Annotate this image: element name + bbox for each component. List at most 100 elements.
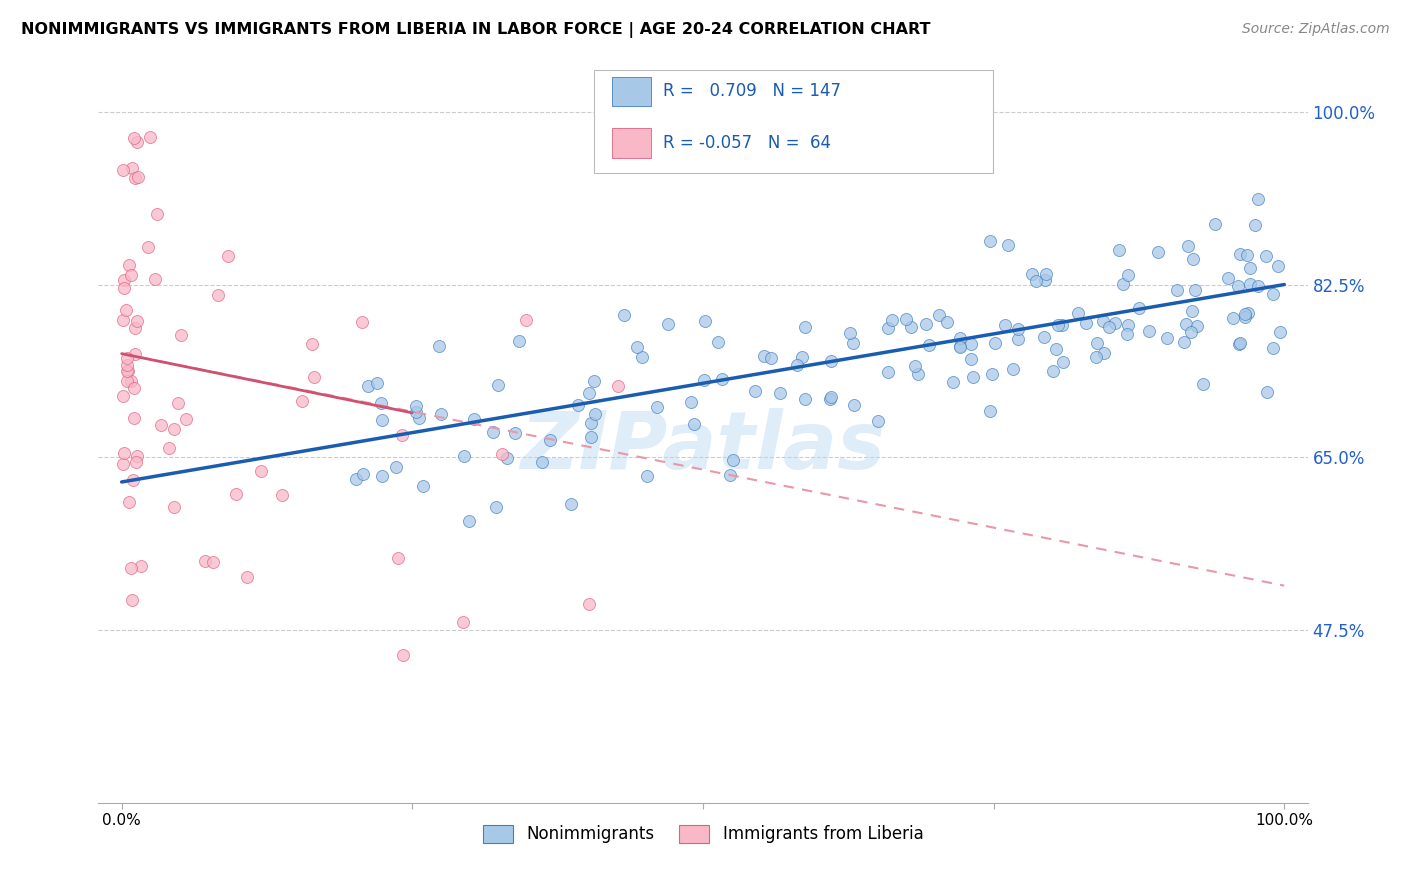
Point xyxy=(1092,346,1115,360)
Point xyxy=(645,400,668,414)
Point xyxy=(820,390,842,404)
Point xyxy=(949,340,972,354)
Point xyxy=(818,392,841,407)
Point xyxy=(291,394,314,409)
Point xyxy=(505,426,527,441)
Point xyxy=(344,472,367,486)
Point xyxy=(838,326,860,340)
Point xyxy=(949,339,972,353)
Point xyxy=(385,460,408,475)
Point xyxy=(412,479,434,493)
Point xyxy=(120,561,142,575)
Point xyxy=(538,433,561,447)
Point xyxy=(1233,307,1256,321)
Point xyxy=(942,376,965,390)
Point xyxy=(122,473,145,487)
Point xyxy=(143,272,166,286)
Point xyxy=(350,316,373,330)
Point xyxy=(918,338,941,352)
Point xyxy=(759,351,782,365)
Point xyxy=(710,371,733,385)
Point xyxy=(112,457,135,471)
Point xyxy=(1085,350,1108,364)
Point xyxy=(118,258,141,272)
Point xyxy=(508,334,530,348)
Point xyxy=(163,422,186,436)
Point xyxy=(1222,310,1244,325)
Point xyxy=(453,449,475,463)
Point xyxy=(1116,318,1139,332)
Point xyxy=(1007,332,1029,346)
Point xyxy=(124,346,146,360)
Point xyxy=(681,395,703,409)
Point xyxy=(1098,320,1121,334)
Point xyxy=(112,281,135,295)
Point xyxy=(1045,342,1067,356)
Point xyxy=(1174,317,1197,331)
Point xyxy=(948,331,970,345)
Point xyxy=(125,135,148,149)
Point xyxy=(1035,267,1057,281)
Point xyxy=(387,551,409,566)
Point xyxy=(127,449,149,463)
Point xyxy=(682,417,704,432)
Point xyxy=(631,350,654,364)
Point xyxy=(120,374,142,388)
Point xyxy=(581,416,603,430)
Point xyxy=(491,447,513,461)
Point xyxy=(485,500,508,514)
Point xyxy=(1237,306,1260,320)
Point xyxy=(979,403,1001,417)
Point xyxy=(1181,252,1204,266)
Point xyxy=(583,407,606,421)
Point xyxy=(1137,324,1160,338)
Point xyxy=(606,378,628,392)
Point xyxy=(626,340,648,354)
Point xyxy=(1104,316,1126,330)
Point xyxy=(408,411,430,425)
Point xyxy=(1239,260,1261,275)
Point xyxy=(111,313,134,327)
Point xyxy=(928,308,950,322)
Point xyxy=(166,396,188,410)
Point xyxy=(302,369,325,384)
Point xyxy=(1239,277,1261,292)
Point xyxy=(122,131,145,145)
Point xyxy=(201,555,224,569)
Text: R =   0.709   N = 147: R = 0.709 N = 147 xyxy=(664,82,841,100)
FancyBboxPatch shape xyxy=(595,70,993,173)
Point xyxy=(583,374,606,388)
Point xyxy=(481,425,503,440)
Point xyxy=(1112,277,1135,292)
Point xyxy=(1236,248,1258,262)
Point xyxy=(1184,283,1206,297)
Point xyxy=(463,412,485,426)
Point xyxy=(1180,326,1202,340)
Point xyxy=(1032,330,1054,344)
Point xyxy=(124,321,146,335)
Point xyxy=(1261,341,1284,355)
Point xyxy=(1046,318,1069,332)
Point xyxy=(744,384,766,398)
Point xyxy=(1156,330,1178,344)
Point xyxy=(121,592,143,607)
Point xyxy=(904,359,927,373)
Point xyxy=(112,162,135,177)
Point xyxy=(115,358,138,372)
Point xyxy=(146,207,169,221)
Point xyxy=(718,468,741,483)
Point xyxy=(486,377,509,392)
Point xyxy=(1173,334,1195,349)
Point xyxy=(876,365,898,379)
Point xyxy=(194,554,217,568)
Point xyxy=(121,161,143,175)
Point xyxy=(1067,306,1090,320)
Point xyxy=(707,334,730,349)
Point xyxy=(124,381,146,395)
Point xyxy=(752,349,775,363)
Point xyxy=(1092,313,1115,327)
Point xyxy=(1229,336,1251,351)
Point xyxy=(1227,337,1250,351)
Point xyxy=(1116,268,1139,282)
Point xyxy=(1128,301,1150,315)
